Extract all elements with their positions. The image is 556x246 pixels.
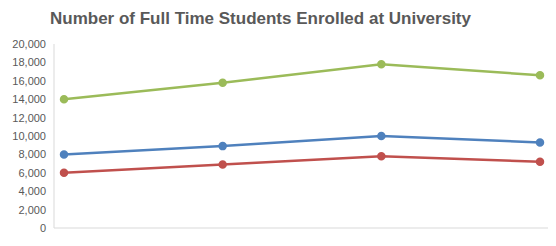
- svg-text:8,000: 8,000: [18, 148, 46, 160]
- svg-text:18,000: 18,000: [12, 56, 46, 68]
- svg-text:20,000: 20,000: [12, 38, 46, 50]
- svg-text:16,000: 16,000: [12, 75, 46, 87]
- svg-text:14,000: 14,000: [12, 93, 46, 105]
- html-text:Number of Full Time Students E: Number of Full Time Students Enrolled at…: [50, 9, 471, 28]
- svg-text:10,000: 10,000: [12, 130, 46, 142]
- svg-text:2,000: 2,000: [18, 204, 46, 216]
- svg-text:0: 0: [40, 222, 46, 234]
- svg-text:6,000: 6,000: [18, 167, 46, 179]
- svg-text:4,000: 4,000: [18, 185, 46, 197]
- svg-text:12,000: 12,000: [12, 112, 46, 124]
